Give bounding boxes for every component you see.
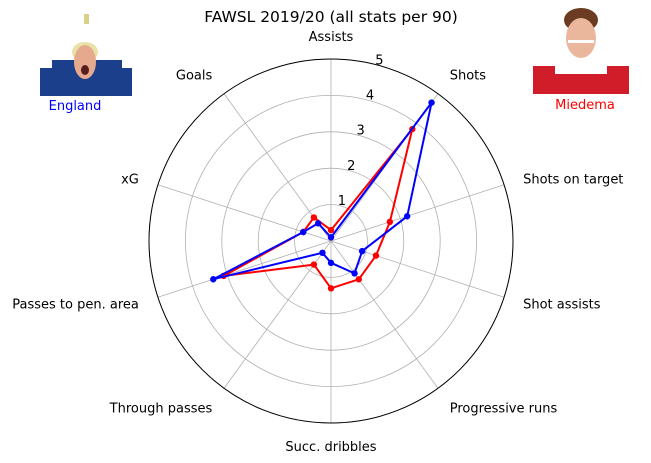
player-label-left: England — [49, 99, 102, 114]
axis-label: Progressive runs — [450, 401, 558, 416]
data-point-england — [428, 99, 435, 106]
radial-tick-label: 4 — [366, 88, 374, 103]
radial-tick-label: 3 — [356, 124, 364, 139]
radar-grid — [148, 58, 514, 424]
axis-label: Succ. dribbles — [285, 440, 376, 455]
data-point-england — [319, 249, 326, 256]
data-point-england — [403, 213, 411, 220]
axis-label: Passes to pen. area — [12, 297, 139, 312]
data-point-england — [210, 276, 217, 283]
data-point-england — [300, 228, 307, 236]
radar-series — [210, 99, 435, 292]
player-label-right: Miedema — [555, 98, 615, 113]
data-point-miedema — [327, 226, 335, 234]
axis-label: Assists — [309, 30, 354, 45]
player-photo-right — [533, 8, 629, 94]
grid-spoke — [330, 184, 505, 242]
data-point-england — [358, 247, 366, 255]
grid-spoke — [330, 240, 439, 389]
radial-tick-label: 2 — [347, 159, 355, 174]
axis-labels: 1 2 3 4 5 Assists Shots Shots on target Shot ass… — [12, 30, 623, 455]
data-point-england — [314, 220, 322, 227]
radial-tick-label: 1 — [338, 194, 346, 209]
player-photo-left — [40, 14, 132, 96]
data-point-miedema — [372, 252, 380, 259]
data-point-england — [351, 270, 358, 277]
data-point-miedema — [355, 276, 363, 283]
axis-label: Through passes — [109, 401, 213, 416]
axis-label: Shots on target — [523, 173, 623, 188]
polar-frame — [148, 58, 514, 424]
data-point-england — [327, 259, 335, 267]
series-line-miedema — [222, 128, 414, 290]
data-point-england — [327, 234, 335, 241]
data-point-miedema — [327, 285, 335, 292]
data-point-miedema — [310, 214, 318, 221]
axis-label: Shot assists — [523, 297, 601, 312]
grid-spoke — [157, 240, 332, 298]
data-point-miedema — [386, 218, 394, 226]
axis-label: xG — [121, 173, 139, 188]
axis-label: Shots — [450, 69, 487, 84]
chart-title: FAWSL 2019/20 (all stats per 90) — [204, 8, 458, 26]
axis-label: Goals — [176, 69, 213, 84]
data-point-miedema — [310, 261, 318, 268]
radial-tick-label: 5 — [375, 53, 383, 68]
